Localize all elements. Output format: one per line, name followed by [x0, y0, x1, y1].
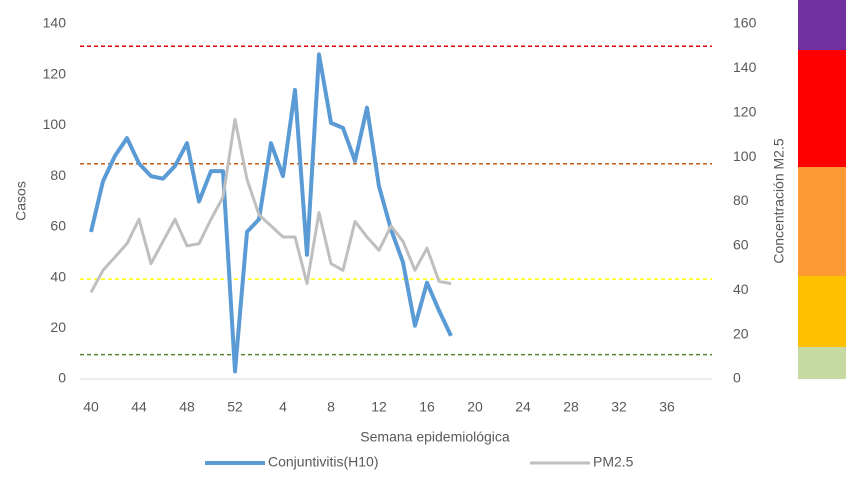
y2-tick-label: 80	[733, 192, 749, 208]
x-tick-label: 52	[227, 399, 243, 415]
y-tick-label: 0	[58, 370, 66, 386]
color-band	[798, 50, 846, 167]
x-tick-label: 12	[371, 399, 387, 415]
x-tick-label: 48	[179, 399, 195, 415]
x-tick-label: 16	[419, 399, 435, 415]
x-tick-label: 20	[467, 399, 483, 415]
legend-label: Conjuntivitis(H10)	[268, 454, 378, 470]
x-tick-label: 24	[515, 399, 531, 415]
y2-tick-label: 140	[733, 59, 757, 75]
y2-tick-label: 20	[733, 325, 749, 341]
series-line	[89, 117, 452, 294]
y2-tick-label: 0	[733, 370, 741, 386]
x-tick-label: 40	[83, 399, 99, 415]
y2-tick-label: 120	[733, 103, 757, 119]
x-tick-label: 36	[659, 399, 675, 415]
y2-tick-label: 40	[733, 281, 749, 297]
y-tick-label: 60	[50, 218, 66, 234]
x-tick-label: 32	[611, 399, 627, 415]
series-line	[89, 52, 453, 374]
y-tick-label: 80	[50, 167, 66, 183]
y-tick-label: 140	[43, 15, 67, 31]
color-band	[798, 276, 846, 347]
y-tick-label: 100	[43, 116, 67, 132]
x-axis-label: Semana epidemiológica	[360, 429, 510, 445]
y-tick-label: 40	[50, 268, 66, 284]
x-tick-label: 44	[131, 399, 147, 415]
x-tick-label: 28	[563, 399, 579, 415]
y2-tick-label: 60	[733, 237, 749, 253]
y2-tick-label: 160	[733, 15, 757, 31]
y-axis-label: Casos	[13, 181, 29, 221]
y2-axis-label: Concentración M2.5	[771, 138, 787, 264]
color-band	[798, 0, 846, 50]
color-band	[798, 347, 846, 379]
y-tick-label: 20	[50, 319, 66, 335]
legend-label: PM2.5	[593, 454, 634, 470]
y-tick-label: 120	[43, 65, 67, 81]
x-tick-label: 8	[327, 399, 335, 415]
color-band	[798, 167, 846, 276]
x-tick-label: 4	[279, 399, 287, 415]
y2-tick-label: 100	[733, 148, 757, 164]
